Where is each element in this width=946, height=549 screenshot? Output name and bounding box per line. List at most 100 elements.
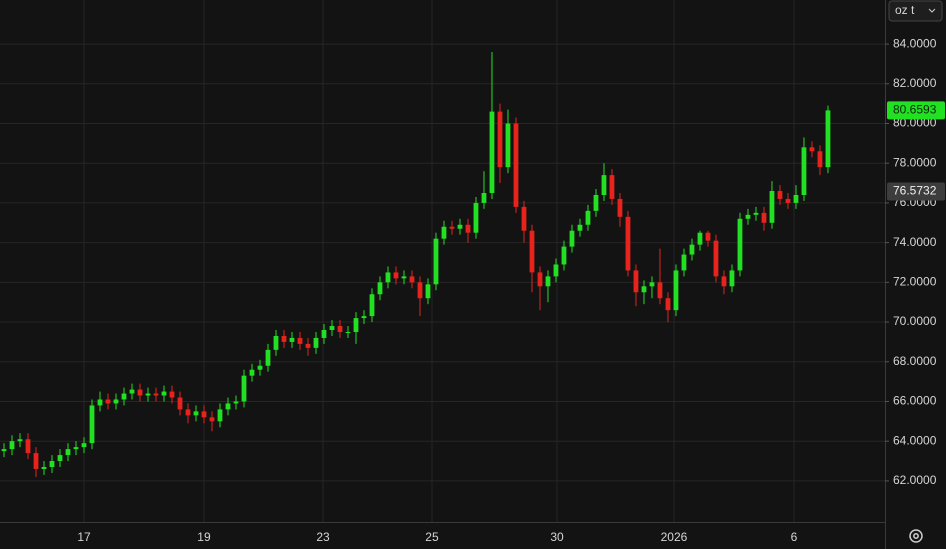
y-tick-label: 72.0000 xyxy=(893,275,937,289)
candle-body xyxy=(49,461,55,468)
candle-body xyxy=(81,443,87,448)
x-tick-label: 23 xyxy=(316,530,330,544)
candle-body xyxy=(353,318,359,332)
candle-body xyxy=(89,405,95,444)
candle-body xyxy=(657,282,663,299)
candle-body xyxy=(601,175,607,195)
y-tick-label: 82.0000 xyxy=(893,76,937,90)
candle-body xyxy=(137,389,143,396)
candle-body xyxy=(377,282,383,295)
candle-body xyxy=(537,272,543,287)
candle-body xyxy=(481,192,487,203)
candle-body xyxy=(497,111,503,168)
price-tag-label: 76.5732 xyxy=(893,184,937,198)
candle-body xyxy=(289,337,295,342)
candle-body xyxy=(297,337,303,344)
candle-body xyxy=(665,298,671,311)
candle-body xyxy=(529,230,535,273)
unit-selector[interactable] xyxy=(888,0,943,22)
candle-body xyxy=(409,276,415,283)
candle-body xyxy=(577,224,583,231)
candle-body xyxy=(561,246,567,265)
y-tick-label: 70.0000 xyxy=(893,314,937,328)
candle-body xyxy=(129,389,135,394)
candle-body xyxy=(337,326,343,332)
grid xyxy=(0,0,885,522)
candle-body xyxy=(265,349,271,366)
candle-body xyxy=(617,198,623,217)
candle-body xyxy=(1,449,7,452)
candle-body xyxy=(433,238,439,285)
candle-body xyxy=(233,401,239,404)
candle-body xyxy=(161,391,167,396)
unit-label: oz t xyxy=(895,3,915,17)
candle-body xyxy=(113,399,119,404)
candle-body xyxy=(345,331,351,333)
candle-body xyxy=(41,467,47,469)
candle-body xyxy=(321,329,327,338)
candle-body xyxy=(25,439,31,454)
x-tick-label: 17 xyxy=(77,530,91,544)
candle-body xyxy=(185,409,191,416)
settings-icon[interactable] xyxy=(909,529,923,543)
y-tick-label: 78.0000 xyxy=(893,155,937,169)
candle-body xyxy=(257,365,263,370)
candle-body xyxy=(57,455,63,462)
x-tick-label: 30 xyxy=(550,530,564,544)
candle-body xyxy=(825,110,831,168)
candle-body xyxy=(313,337,319,348)
candle-body xyxy=(713,240,719,277)
candle-body xyxy=(489,111,495,193)
candle-body xyxy=(793,194,799,203)
candle-body xyxy=(465,224,471,233)
candle-body xyxy=(17,439,23,442)
candle-body xyxy=(673,270,679,311)
y-tick-label: 74.0000 xyxy=(893,235,937,249)
gear-inner xyxy=(913,533,919,539)
candle-body xyxy=(241,375,247,402)
candle-body xyxy=(153,393,159,396)
y-tick-label: 68.0000 xyxy=(893,354,937,368)
candle-body xyxy=(209,417,215,422)
x-tick-label: 2026 xyxy=(661,530,688,544)
candle-body xyxy=(401,276,407,279)
y-tick-label: 62.0000 xyxy=(893,473,937,487)
x-tick-label: 6 xyxy=(791,530,798,544)
candle-body xyxy=(193,411,199,416)
candle-body xyxy=(785,198,791,203)
candle-body xyxy=(385,272,391,283)
candle-body xyxy=(65,449,71,456)
candle-body xyxy=(33,453,39,469)
candle-body xyxy=(249,369,255,376)
candle-body xyxy=(281,335,287,342)
x-tick-label: 25 xyxy=(425,530,439,544)
candle-body xyxy=(745,214,751,219)
candle-body xyxy=(425,284,431,299)
candle-body xyxy=(625,216,631,271)
candle-body xyxy=(521,206,527,231)
candle-body xyxy=(761,212,767,223)
candle-body xyxy=(121,393,127,400)
candle-body xyxy=(457,224,463,229)
candle-body xyxy=(777,191,783,199)
candle-body xyxy=(817,151,823,168)
price-tag-label: 80.6593 xyxy=(893,103,937,117)
candle-body xyxy=(513,123,519,207)
axis: 62.0000 64.0000 66.0000 68.0000 70.0000 72.00… xyxy=(77,36,945,544)
price-tag xyxy=(887,182,945,201)
candle-body xyxy=(585,210,591,225)
candle-body xyxy=(97,399,103,406)
candle-body xyxy=(9,441,15,450)
candle-body xyxy=(801,147,807,195)
candle-body xyxy=(201,411,207,418)
candle-body xyxy=(729,270,735,287)
candle-body xyxy=(369,294,375,317)
candle-body xyxy=(305,343,311,348)
candle-body xyxy=(217,409,223,422)
candle-body xyxy=(449,226,455,229)
candle-body xyxy=(225,403,231,410)
candle-body xyxy=(505,123,511,168)
candle-body xyxy=(689,244,695,255)
